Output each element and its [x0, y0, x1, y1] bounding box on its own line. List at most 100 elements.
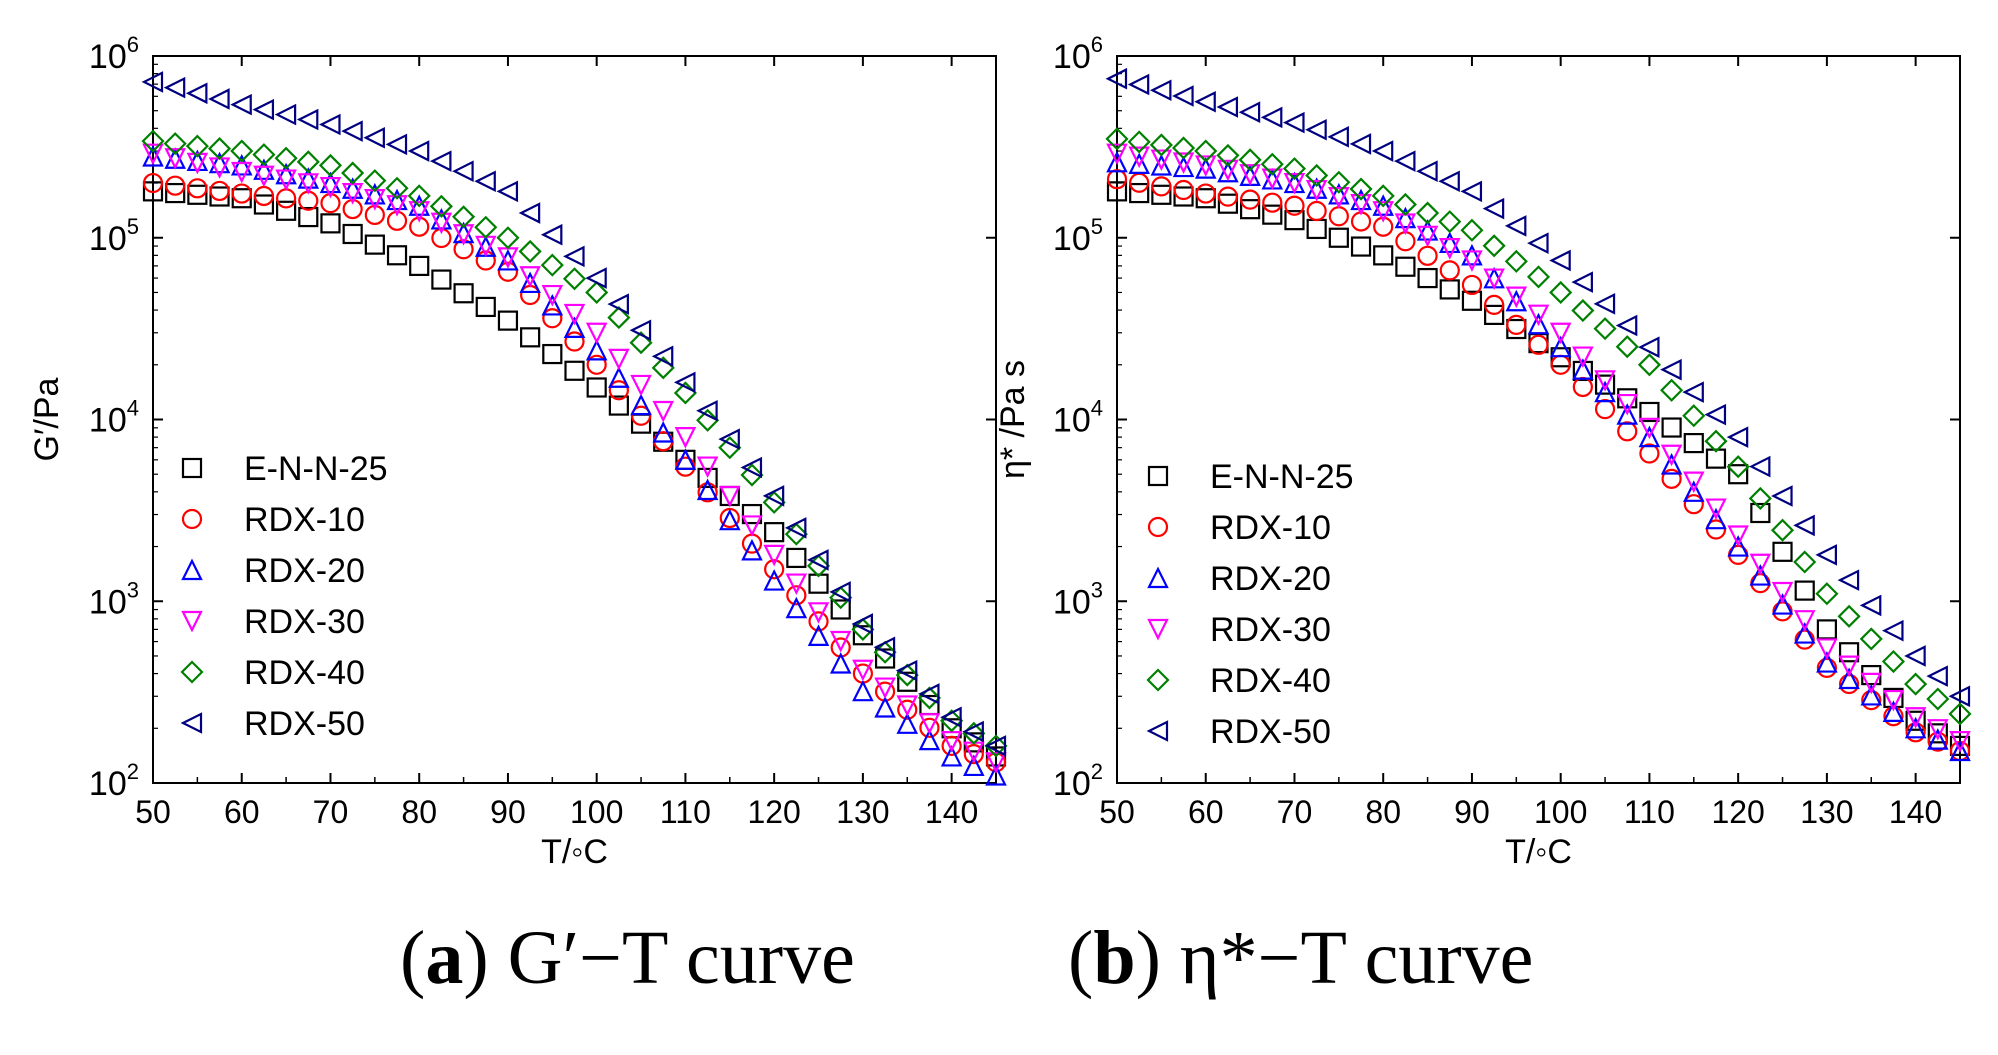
panel-a-point [719, 485, 740, 507]
panel-b-point [1616, 403, 1639, 425]
panel-a-point [163, 76, 186, 99]
panel-b-legend-marker [1147, 516, 1169, 538]
panel-a-point [230, 161, 253, 184]
panel-b-point [1904, 672, 1928, 696]
panel-a-point [629, 331, 653, 355]
panel-a-point [608, 348, 630, 371]
panel-b-point [1395, 256, 1416, 277]
panel-a-point [673, 371, 696, 394]
panel-a-x-tick-label: 120 [747, 794, 800, 830]
panel-b-point [1217, 186, 1239, 207]
panel-a-x-tick-label: 110 [660, 794, 711, 830]
panel-a-y-tick-label: 102 [89, 759, 139, 803]
panel-b-point [1328, 182, 1350, 205]
panel-b-point [1682, 381, 1704, 403]
panel-b-point [1260, 106, 1283, 129]
panel-a-point [807, 549, 829, 571]
panel-b-y-axis-label: η* /Pa s [994, 360, 1032, 479]
panel-b-point [1549, 280, 1573, 305]
panel-b-point [1438, 231, 1461, 254]
panel-a-point [431, 269, 452, 290]
panel-b-point [1129, 182, 1150, 204]
panel-a-point [917, 683, 940, 705]
panel-b-point [1240, 189, 1261, 210]
panel-b-legend-label: RDX-40 [1210, 662, 1331, 700]
panel-a-point [741, 503, 763, 525]
panel-a-point [518, 202, 541, 224]
panel-a-point [208, 151, 231, 174]
panel-b-point [1194, 155, 1217, 177]
panel-a-point [808, 611, 829, 632]
panel-b-point [1350, 236, 1372, 257]
panel-a-legend-label: RDX-40 [244, 654, 365, 692]
panel-a-legend-marker [181, 508, 203, 530]
panel-b-point [1549, 249, 1571, 272]
panel-a-point [453, 239, 474, 260]
panel-a-point [896, 712, 919, 734]
panel-b-point [1904, 645, 1926, 667]
panel-b-point [1704, 429, 1728, 453]
panel-a-legend-marker [180, 660, 204, 684]
panel-b-point [1594, 380, 1616, 403]
panel-b-y-tick-label: 102 [1053, 759, 1103, 803]
panel-b-point [1838, 642, 1860, 663]
panel-a-point [231, 188, 252, 209]
panel-a-y-tick-label: 105 [89, 214, 139, 258]
panel-a-point [275, 169, 297, 192]
panel-b-point [1306, 218, 1327, 240]
panel-b-x-tick-label: 70 [1277, 794, 1313, 830]
panel-b-point [1904, 716, 1927, 739]
panel-a-point [141, 129, 165, 153]
panel-a-point [164, 148, 186, 170]
panel-b-point [1505, 286, 1528, 309]
panel-b-point [1484, 304, 1505, 326]
panel-a-x-tick-label: 60 [224, 794, 260, 830]
panel-a-point [474, 170, 496, 193]
panel-b-point [1705, 448, 1727, 469]
panel-b-point [1748, 455, 1771, 478]
panel-b-point [1261, 168, 1284, 191]
panel-b-point [1571, 298, 1595, 323]
panel-b-point [1151, 184, 1172, 205]
panel-a-point [740, 463, 764, 487]
panel-b-point [1527, 312, 1550, 335]
panel-b-point [1284, 210, 1305, 231]
panel-b-point [1594, 399, 1616, 420]
panel-a-point [764, 522, 785, 543]
panel-b-point [1705, 498, 1727, 521]
panel-a-point [540, 253, 564, 277]
panel-b-point [1926, 687, 1950, 711]
panel-a-x-tick-label: 100 [570, 794, 623, 830]
panel-a-legend-marker [181, 610, 203, 633]
panel-b-point [1238, 148, 1262, 172]
panel-a-x-tick-label: 50 [135, 794, 171, 830]
panel-b-point [1483, 266, 1505, 289]
panel-a-point [452, 205, 476, 229]
panel-a-point [409, 255, 430, 277]
caption-a: (a) G′−T curve [400, 916, 855, 1000]
panel-a-point [940, 744, 963, 767]
panel-b-point [1282, 157, 1307, 181]
panel-b-point [1373, 216, 1394, 237]
panel-b-point [1683, 494, 1704, 515]
panel-b-legend-label: E-N-N-25 [1210, 458, 1354, 496]
panel-a-point [786, 547, 807, 569]
panel-b-point [1572, 346, 1594, 369]
panel-b-series-RDX-50 [1105, 67, 1971, 708]
panel-b-point [1793, 514, 1815, 537]
panel-b-point [1904, 707, 1927, 729]
panel-b-point [1837, 569, 1860, 591]
panel-a-point [386, 188, 408, 211]
panel-b-x-axis-label: T/◦C [1505, 833, 1572, 871]
panel-a-point [496, 180, 519, 203]
panel-a-point [187, 178, 208, 199]
panel-b-point [1639, 401, 1660, 423]
panel-a-legend-label: E-N-N-25 [244, 450, 388, 488]
panel-b-point [1927, 723, 1948, 744]
panel-a-legend-label: RDX-20 [244, 552, 365, 590]
panel-b-point [1726, 455, 1750, 479]
panel-a-point [296, 108, 319, 131]
panel-b-point [1771, 485, 1793, 507]
panel-b-point [1216, 96, 1239, 118]
panel-a-point [608, 395, 629, 416]
